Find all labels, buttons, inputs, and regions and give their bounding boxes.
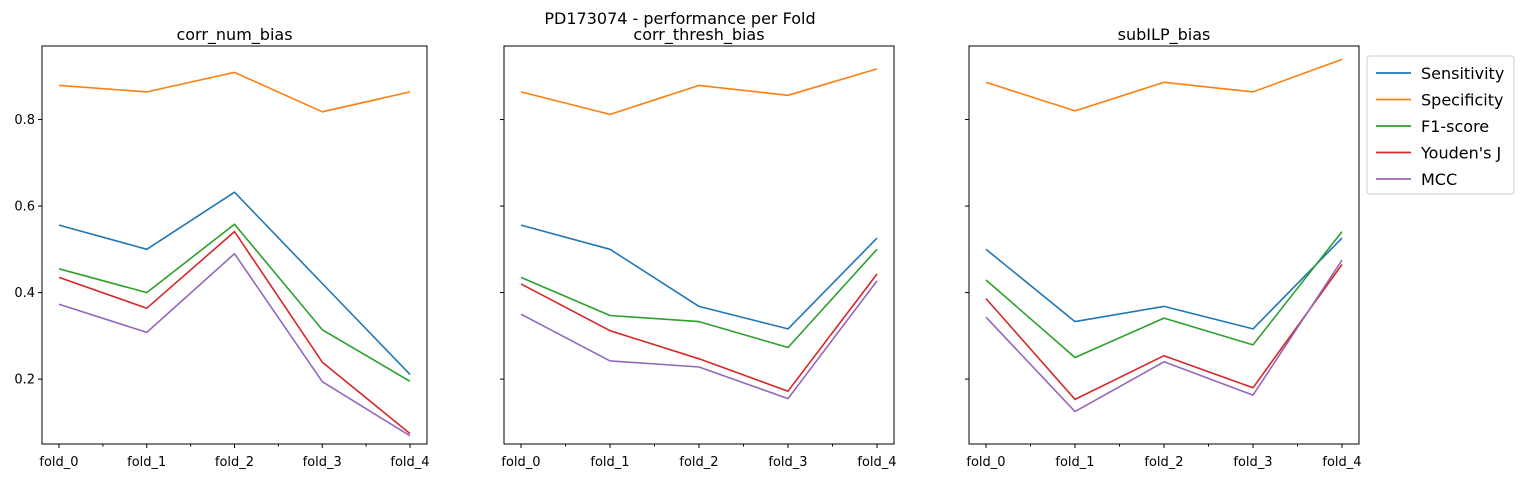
panels: corr_num_bias fold_0 fold_1 fold_2 fold_3 fol… <box>14 25 1361 470</box>
panel-title: corr_num_bias <box>176 25 292 45</box>
x-tick-label: fold_4 <box>390 455 429 470</box>
x-tick-label: fold_4 <box>1322 455 1361 470</box>
series-line-f1-score <box>985 231 1343 359</box>
series-line-specificity <box>520 68 878 116</box>
x-tick-label: fold_2 <box>1144 455 1183 470</box>
legend-label: MCC <box>1421 170 1457 189</box>
legend-label: Sensitivity <box>1421 64 1504 83</box>
figure-suptitle: PD173074 - performance per Fold <box>544 9 815 28</box>
legend: Sensitivity Specificity F1-score Youden's J… <box>1366 55 1515 195</box>
y-tick-label: 0.4 <box>14 286 35 301</box>
legend-frame <box>1366 55 1515 195</box>
y-tick-label: 0.2 <box>14 373 35 388</box>
series-line-specificity <box>58 71 411 113</box>
series-line-sensitivity <box>58 191 411 375</box>
series-line-f1-score <box>58 223 411 382</box>
x-tick-label: fold_3 <box>303 455 342 470</box>
series-line-youden-s-j <box>520 273 878 393</box>
legend-label: F1-score <box>1421 117 1489 136</box>
series-line-mcc <box>58 252 411 437</box>
panel-title: subILP_bias <box>1118 25 1211 45</box>
x-tick-label: fold_0 <box>39 455 78 470</box>
legend-label: Specificity <box>1421 91 1503 110</box>
legend-label: Youden's J <box>1420 144 1501 163</box>
y-tick-label: 0.8 <box>14 113 35 128</box>
x-tick-label: fold_2 <box>679 455 718 470</box>
axes-frame <box>503 45 895 445</box>
x-tick-label: fold_0 <box>501 455 540 470</box>
series-line-mcc <box>520 280 878 400</box>
x-tick-label: fold_1 <box>590 455 629 470</box>
panel-subILP_bias: subILP_bias fold_0 fold_1 fold_2 fold_3 fold_… <box>965 25 1362 470</box>
x-tick-label: fold_2 <box>215 455 254 470</box>
x-tick-label: fold_1 <box>1055 455 1094 470</box>
x-tick-label: fold_1 <box>127 455 166 470</box>
series-line-f1-score <box>520 248 878 349</box>
series-line-sensitivity <box>985 237 1343 330</box>
series-line-youden-s-j <box>985 264 1343 401</box>
panel-corr_num_bias: corr_num_bias fold_0 fold_1 fold_2 fold_3 fol… <box>14 25 429 470</box>
panel-title: corr_thresh_bias <box>633 25 764 45</box>
series-line-specificity <box>985 58 1343 112</box>
axes-frame <box>968 45 1360 445</box>
panel-corr_thresh_bias: corr_thresh_bias fold_0 fold_1 fold_2 fold_3… <box>500 25 897 470</box>
x-tick-label: fold_3 <box>768 455 807 470</box>
axes-frame <box>41 45 428 445</box>
series-line-mcc <box>985 259 1343 413</box>
x-tick-label: fold_0 <box>966 455 1005 470</box>
series-line-sensitivity <box>520 224 878 330</box>
series-line-youden-s-j <box>58 230 411 435</box>
x-tick-label: fold_4 <box>857 455 896 470</box>
y-tick-label: 0.6 <box>14 200 35 215</box>
x-tick-label: fold_3 <box>1233 455 1272 470</box>
